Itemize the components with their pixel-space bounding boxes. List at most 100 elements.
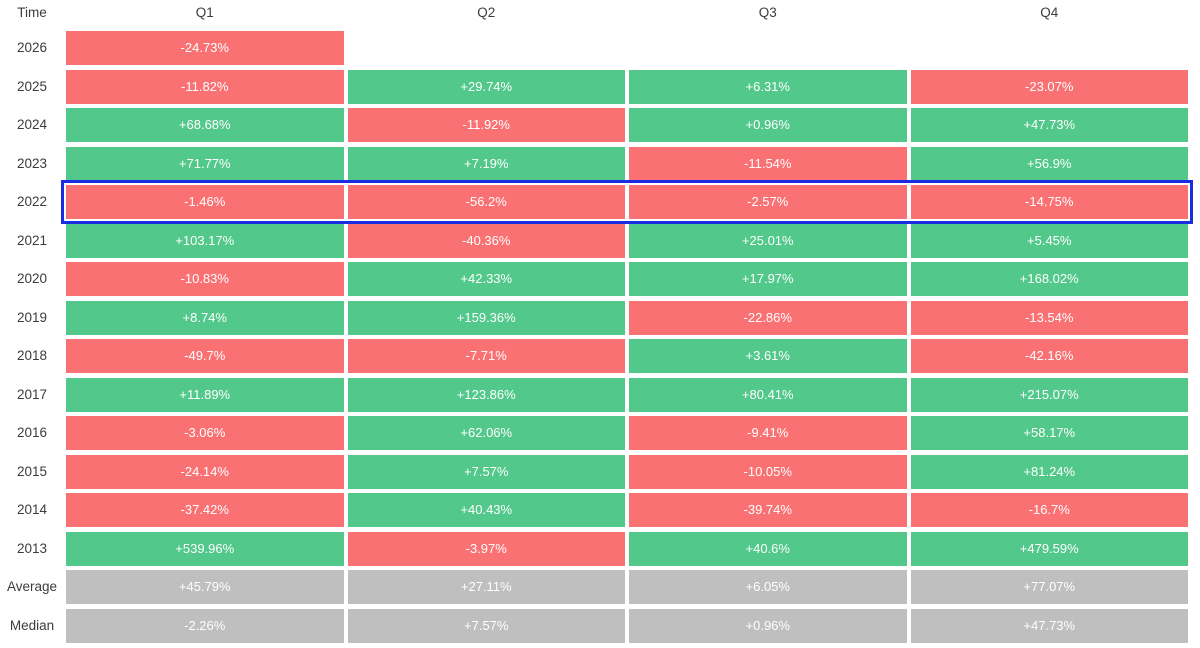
cell-2020-q2[interactable]: +42.33% <box>347 262 625 296</box>
cell-average-q3[interactable]: +6.05% <box>629 570 907 604</box>
cell-2019-q4[interactable]: -13.54% <box>910 300 1188 335</box>
cell-median-q2[interactable]: +7.57% <box>347 608 625 643</box>
cell-2019-q2[interactable]: +159.36% <box>347 300 625 335</box>
row-cells: +539.96% -3.97% +40.6% +479.59% <box>66 531 1188 566</box>
table-row-2021: 2021 +103.17% -40.36% +25.01% +5.45% <box>0 223 1188 258</box>
cell-2013-q1[interactable]: +539.96% <box>66 531 344 566</box>
cell-2026-q1[interactable]: -24.73% <box>66 31 344 65</box>
column-header-q3: Q3 <box>758 4 777 20</box>
cell-2021-q1[interactable]: +103.17% <box>66 223 344 258</box>
cell-2020-q4[interactable]: +168.02% <box>910 262 1188 296</box>
row-label-2015: 2015 <box>16 463 48 479</box>
column-header-q2: Q2 <box>477 4 496 20</box>
table-row-2020: 2020 -10.83% +42.33% +17.97% +168.02% <box>0 262 1188 296</box>
cell-average-q2[interactable]: +27.11% <box>347 570 625 604</box>
cell-2022-q1[interactable]: -1.46% <box>66 185 344 219</box>
cell-2017-q1[interactable]: +11.89% <box>66 377 344 412</box>
row-label-2019: 2019 <box>16 309 48 325</box>
row-label-2026: 2026 <box>16 40 48 55</box>
cell-2022-q3[interactable]: -2.57% <box>629 185 907 219</box>
cell-2017-q2[interactable]: +123.86% <box>347 377 625 412</box>
cell-2014-q4[interactable]: -16.7% <box>910 493 1188 527</box>
row-label-2021: 2021 <box>16 232 48 248</box>
table-row-2019: 2019 +8.74% +159.36% -22.86% -13.54% <box>0 300 1188 335</box>
cell-2016-q4[interactable]: +58.17% <box>910 416 1188 450</box>
cell-2024-q1[interactable]: +68.68% <box>66 108 344 142</box>
column-header-q4: Q4 <box>1040 4 1059 20</box>
table-row-2018: 2018 -49.7% -7.71% +3.61% -42.16% <box>0 339 1188 373</box>
row-cells: +103.17% -40.36% +25.01% +5.45% <box>66 223 1188 258</box>
cell-2023-q3[interactable]: -11.54% <box>629 146 907 181</box>
row-cells: -49.7% -7.71% +3.61% -42.16% <box>66 339 1188 373</box>
cell-2017-q3[interactable]: +80.41% <box>629 377 907 412</box>
row-label-2014: 2014 <box>16 502 48 517</box>
cell-2022-q2[interactable]: -56.2% <box>347 185 625 219</box>
table-row-2014: 2014 -37.42% +40.43% -39.74% -16.7% <box>0 493 1188 527</box>
column-header-q1: Q1 <box>195 4 214 20</box>
cell-2022-q4[interactable]: -14.75% <box>910 185 1188 219</box>
cell-2018-q2[interactable]: -7.71% <box>347 339 625 373</box>
cell-2024-q2[interactable]: -11.92% <box>347 108 625 142</box>
row-label-2022: 2022 <box>16 194 48 209</box>
cell-2020-q3[interactable]: +17.97% <box>629 262 907 296</box>
cell-2017-q4[interactable]: +215.07% <box>910 377 1188 412</box>
cell-2023-q4[interactable]: +56.9% <box>910 146 1188 181</box>
table-row-median: Median -2.26% +7.57% +0.96% +47.73% <box>0 608 1188 643</box>
row-cells: +11.89% +123.86% +80.41% +215.07% <box>66 377 1188 412</box>
cell-2023-q2[interactable]: +7.19% <box>347 146 625 181</box>
cell-2025-q2[interactable]: +29.74% <box>347 69 625 104</box>
cell-2018-q1[interactable]: -49.7% <box>66 339 344 373</box>
cell-2023-q1[interactable]: +71.77% <box>66 146 344 181</box>
cell-average-q1[interactable]: +45.79% <box>66 570 344 604</box>
cell-2016-q2[interactable]: +62.06% <box>347 416 625 450</box>
cell-2015-q2[interactable]: +7.57% <box>347 454 625 489</box>
cell-2016-q1[interactable]: -3.06% <box>66 416 344 450</box>
cell-2019-q3[interactable]: -22.86% <box>629 300 907 335</box>
cell-2021-q2[interactable]: -40.36% <box>347 223 625 258</box>
row-cells: -10.83% +42.33% +17.97% +168.02% <box>66 262 1188 296</box>
cell-2018-q4[interactable]: -42.16% <box>910 339 1188 373</box>
cell-2014-q2[interactable]: +40.43% <box>347 493 625 527</box>
cell-2015-q1[interactable]: -24.14% <box>66 454 344 489</box>
row-cells: -24.73% <box>66 31 1188 65</box>
cell-2014-q1[interactable]: -37.42% <box>66 493 344 527</box>
cell-2018-q3[interactable]: +3.61% <box>629 339 907 373</box>
cell-2021-q3[interactable]: +25.01% <box>629 223 907 258</box>
cell-average-q4[interactable]: +77.07% <box>910 570 1188 604</box>
row-cells: +68.68% -11.92% +0.96% +47.73% <box>66 108 1188 142</box>
cell-median-q3[interactable]: +0.96% <box>629 608 907 643</box>
cell-2014-q3[interactable]: -39.74% <box>629 493 907 527</box>
cell-2013-q4[interactable]: +479.59% <box>910 531 1188 566</box>
row-label-2023: 2023 <box>16 155 48 171</box>
cell-2026-q3-empty <box>629 31 907 65</box>
cell-2025-q4[interactable]: -23.07% <box>910 69 1188 104</box>
row-cells: -24.14% +7.57% -10.05% +81.24% <box>66 454 1188 489</box>
table-row-2024: 2024 +68.68% -11.92% +0.96% +47.73% <box>0 108 1188 142</box>
cell-2016-q3[interactable]: -9.41% <box>629 416 907 450</box>
cell-2013-q2[interactable]: -3.97% <box>347 531 625 566</box>
table-row-2025: 2025 -11.82% +29.74% +6.31% -23.07% <box>0 69 1188 104</box>
row-cells: +45.79% +27.11% +6.05% +77.07% <box>66 570 1188 604</box>
row-cells: -37.42% +40.43% -39.74% -16.7% <box>66 493 1188 527</box>
cell-2019-q1[interactable]: +8.74% <box>66 300 344 335</box>
row-label-2013: 2013 <box>16 540 48 556</box>
table-row-2022: 2022 -1.46% -56.2% -2.57% -14.75% <box>0 180 1193 224</box>
cell-2026-q2-empty <box>348 31 626 65</box>
cell-2013-q3[interactable]: +40.6% <box>629 531 907 566</box>
cell-2025-q3[interactable]: +6.31% <box>629 69 907 104</box>
cell-2024-q3[interactable]: +0.96% <box>629 108 907 142</box>
cell-2015-q3[interactable]: -10.05% <box>629 454 907 489</box>
cell-2020-q1[interactable]: -10.83% <box>66 262 344 296</box>
cell-2024-q4[interactable]: +47.73% <box>910 108 1188 142</box>
cell-2025-q1[interactable]: -11.82% <box>66 69 344 104</box>
cell-2021-q4[interactable]: +5.45% <box>910 223 1188 258</box>
row-cells: -3.06% +62.06% -9.41% +58.17% <box>66 416 1188 450</box>
cell-median-q1[interactable]: -2.26% <box>66 608 344 643</box>
row-label-median: Median <box>9 617 55 633</box>
table-body: 2026 -24.73% 2025 -11.82% +29.74% +6.31% -23.0… <box>0 31 1193 643</box>
row-label-2017: 2017 <box>16 386 48 402</box>
cell-median-q4[interactable]: +47.73% <box>910 608 1188 643</box>
table-row-2013: 2013 +539.96% -3.97% +40.6% +479.59% <box>0 531 1188 566</box>
cell-2015-q4[interactable]: +81.24% <box>910 454 1188 489</box>
